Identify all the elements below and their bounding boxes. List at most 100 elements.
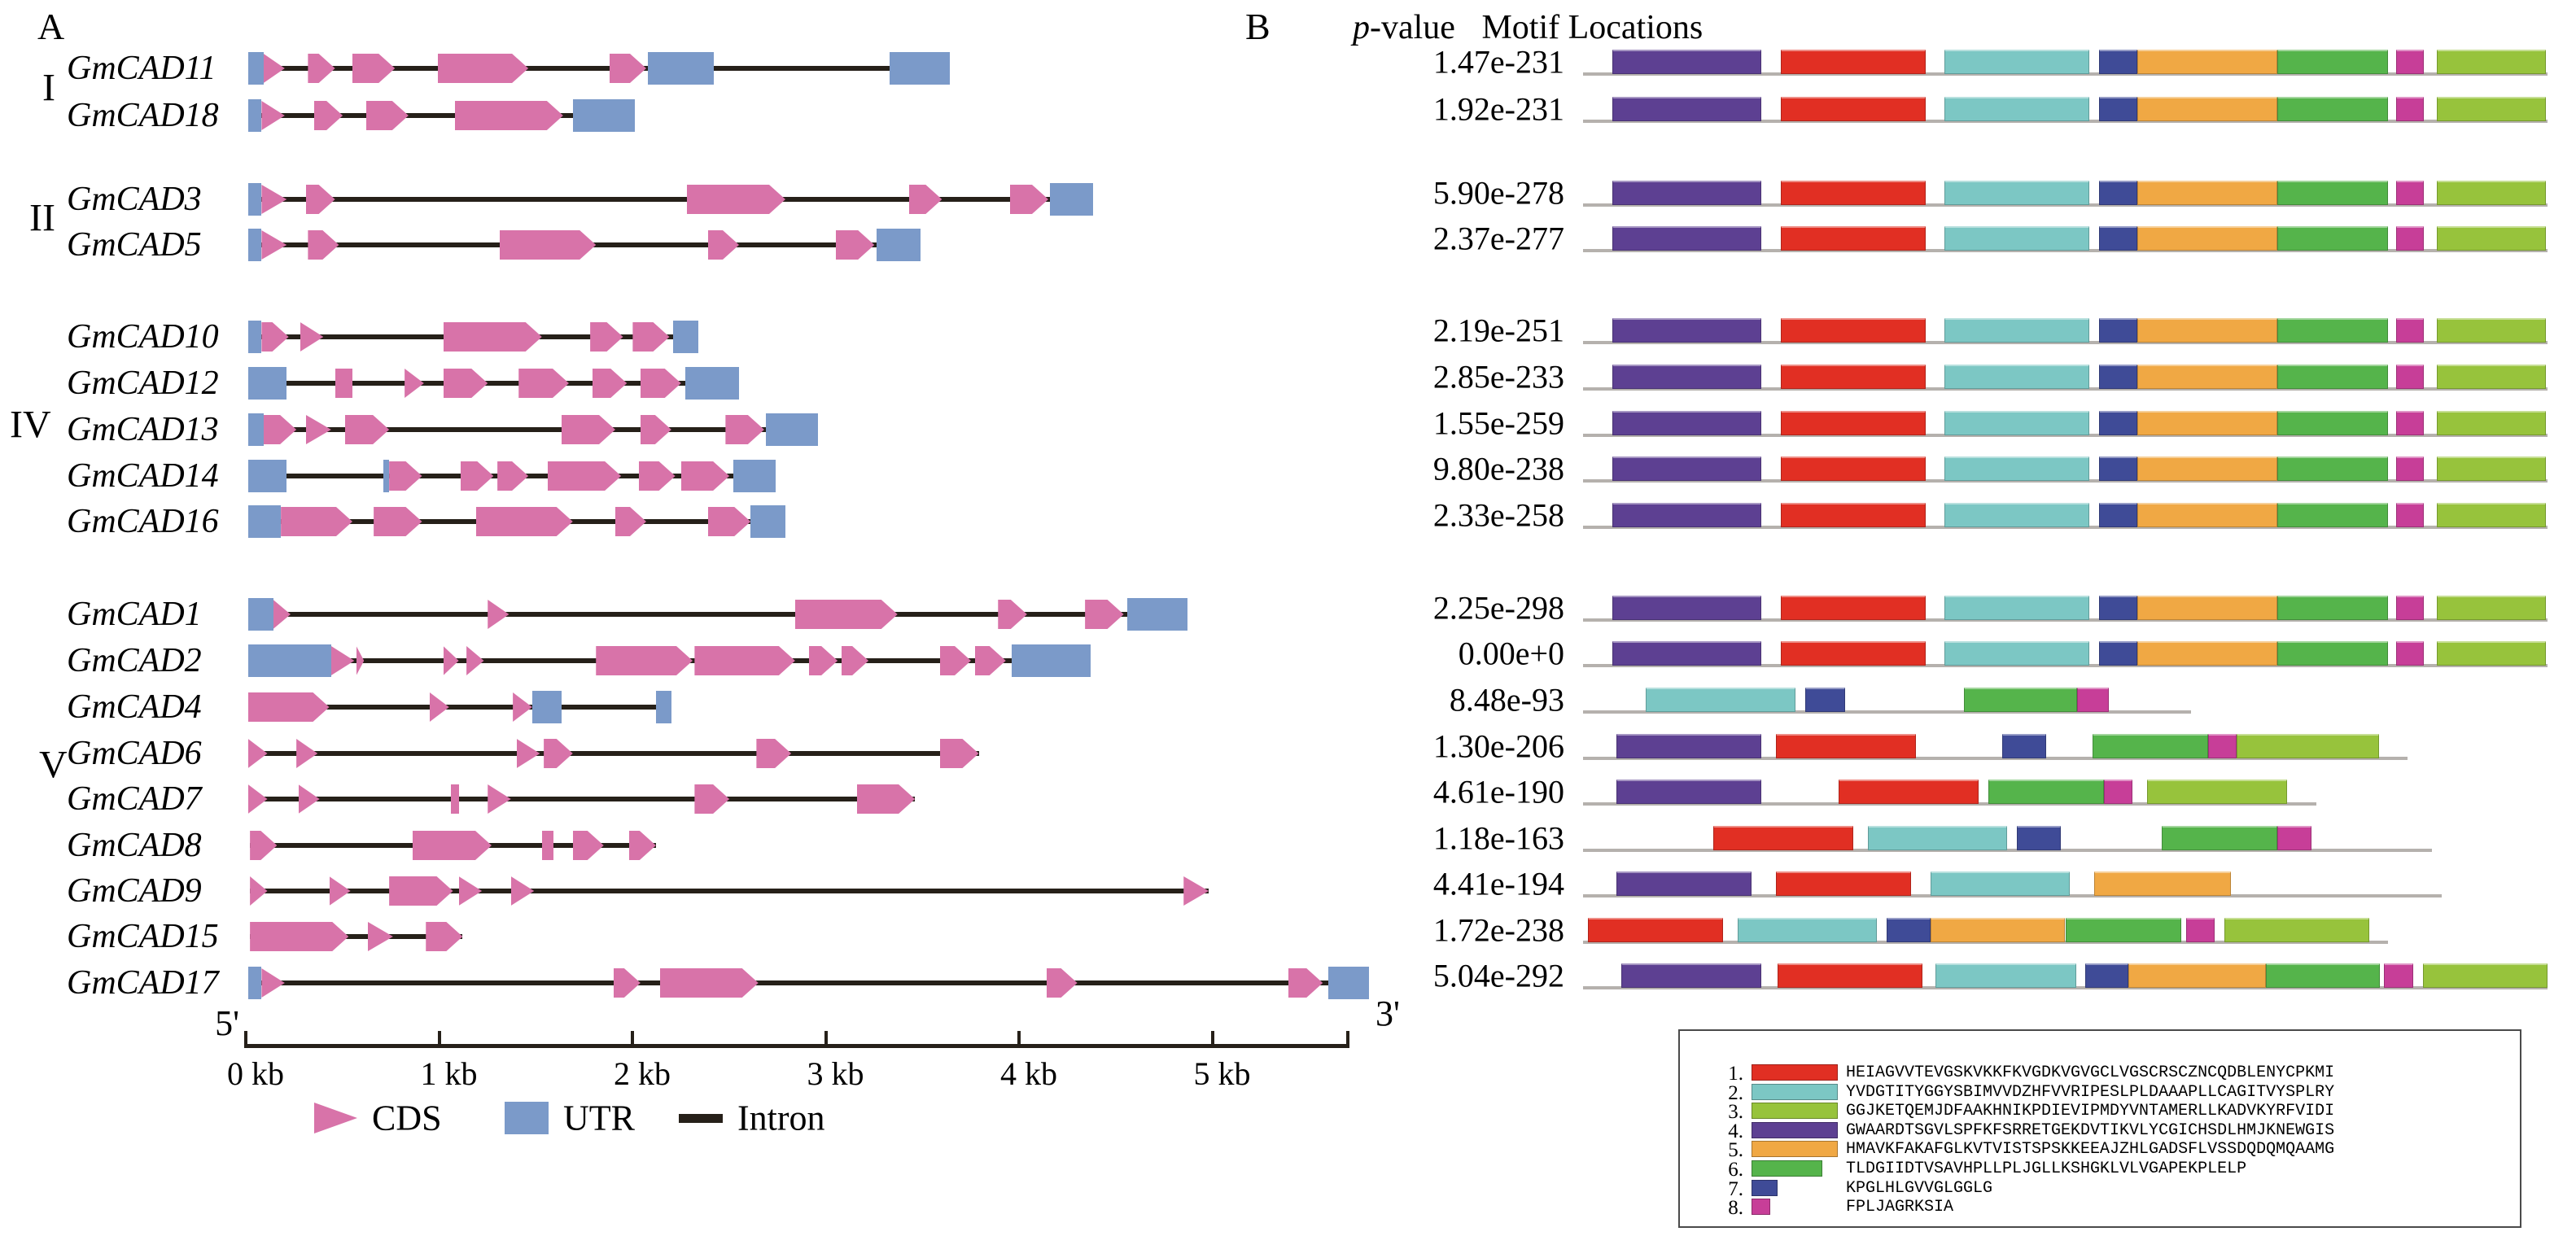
cds-segment (443, 646, 459, 675)
intron-line (247, 751, 979, 756)
motif-block-8 (2395, 596, 2425, 620)
utr-segment (247, 183, 262, 216)
motif-block-5 (2128, 963, 2266, 988)
cds-segment (516, 739, 540, 768)
cds-segment (466, 646, 484, 675)
motif-block-7 (2017, 826, 2061, 850)
utr-segment (531, 691, 562, 723)
cds-segment (842, 646, 868, 675)
utr-segment (247, 229, 262, 261)
cds-segment (250, 922, 348, 951)
motif-block-8 (2395, 226, 2425, 251)
motif-block-5 (2137, 456, 2278, 481)
motif-block-3 (2436, 596, 2546, 620)
axis-tick-label: 5 kb (1193, 1055, 1251, 1092)
cds-segment (694, 784, 729, 814)
motif-block-7 (2098, 503, 2138, 527)
motif-block-4 (1612, 50, 1762, 74)
cds-segment (756, 739, 791, 768)
motif-block-1 (1780, 226, 1926, 251)
motif-block-4 (1612, 596, 1762, 620)
motif-block-2 (1935, 963, 2076, 988)
gene-label: GmCAD8 (67, 827, 202, 864)
cds-segment (1288, 968, 1323, 998)
cds-segment (590, 322, 623, 352)
motif-block-6 (2277, 596, 2389, 620)
cds-segment (263, 54, 285, 83)
header-motif-locations: Motif Locations (1481, 9, 1703, 46)
motif-block-6 (2265, 963, 2380, 988)
cds-segment (940, 739, 979, 768)
motif-block-6 (2065, 918, 2181, 942)
motif-block-5 (2137, 503, 2278, 527)
cds-segment (541, 831, 553, 860)
utr-segment (247, 460, 287, 492)
panel-a-label: A (37, 6, 65, 47)
motif-block-1 (1780, 596, 1926, 620)
motif-block-2 (1944, 456, 2090, 481)
cds-segment (488, 784, 511, 814)
motif-block-6 (2277, 503, 2389, 527)
axis-tick-label: 4 kb (1000, 1055, 1057, 1092)
gene-label: GmCAD1 (67, 596, 202, 633)
axis-tick-label: 2 kb (614, 1055, 671, 1092)
motif-block-5 (2137, 641, 2278, 666)
cds-segment (430, 692, 449, 722)
motif-baseline (1583, 479, 2548, 483)
motif-block-8 (2277, 826, 2311, 850)
motif-block-8 (2395, 318, 2425, 343)
gene-label: GmCAD6 (67, 735, 202, 772)
motif-block-6 (1964, 688, 2077, 712)
cds-segment (368, 922, 393, 951)
axis-tick-label: 1 kb (420, 1055, 478, 1092)
cds-segment (510, 876, 535, 906)
motif-block-1 (1780, 181, 1926, 205)
motif-block-5 (2137, 226, 2278, 251)
utr-segment (247, 598, 273, 631)
cds-segment (273, 600, 291, 629)
motif-baseline (1583, 664, 2548, 667)
motif-block-3 (2436, 97, 2546, 121)
gene-label: GmCAD4 (67, 688, 202, 726)
intron-line (247, 797, 916, 801)
motif-block-7 (2098, 181, 2138, 205)
cds-segment (247, 784, 268, 814)
motif-symbol-swatch (1752, 1121, 1838, 1138)
motif-consensus-text: GGJKETQEMJDFAAKHNIKPDIEVIPMDYVNTAMERLLKA… (1846, 1102, 2335, 1121)
cds-segment (444, 369, 488, 398)
motif-block-2 (1944, 641, 2090, 666)
cds-segment (641, 369, 681, 398)
cds-segment (975, 646, 1006, 675)
utr-segment (890, 52, 950, 85)
pvalue-label: 1.30e-206 (1432, 727, 1564, 765)
motif-block-5 (2137, 97, 2278, 121)
motif-block-4 (1612, 226, 1762, 251)
motif-block-1 (1780, 411, 1926, 435)
intron-line (247, 612, 1187, 617)
cds-segment (261, 230, 287, 260)
motif-block-7 (1804, 688, 1846, 712)
utr-segment (766, 413, 819, 446)
motif-block-3 (2436, 503, 2546, 527)
motif-block-2 (1737, 918, 1878, 942)
motif-block-7 (2085, 963, 2128, 988)
cds-segment (497, 461, 528, 491)
motif-block-8 (2207, 734, 2237, 758)
motif-baseline (1583, 434, 2548, 437)
cds-segment (356, 646, 365, 675)
cds-segment (438, 54, 529, 83)
cds-segment (247, 739, 268, 768)
axis-tick-label: 3 kb (807, 1055, 864, 1092)
motif-block-4 (1612, 411, 1762, 435)
cds-segment (610, 54, 646, 83)
axis-3prime-label: 3' (1375, 994, 1400, 1033)
pvalue-label: 8.48e-93 (1449, 681, 1564, 718)
motif-block-4 (1612, 97, 1762, 121)
cds-segment (461, 461, 493, 491)
motif-baseline (1583, 72, 2548, 76)
motif-block-1 (1780, 641, 1926, 666)
motif-block-2 (1944, 318, 2090, 343)
utr-segment (655, 691, 671, 723)
motif-block-4 (1612, 181, 1762, 205)
